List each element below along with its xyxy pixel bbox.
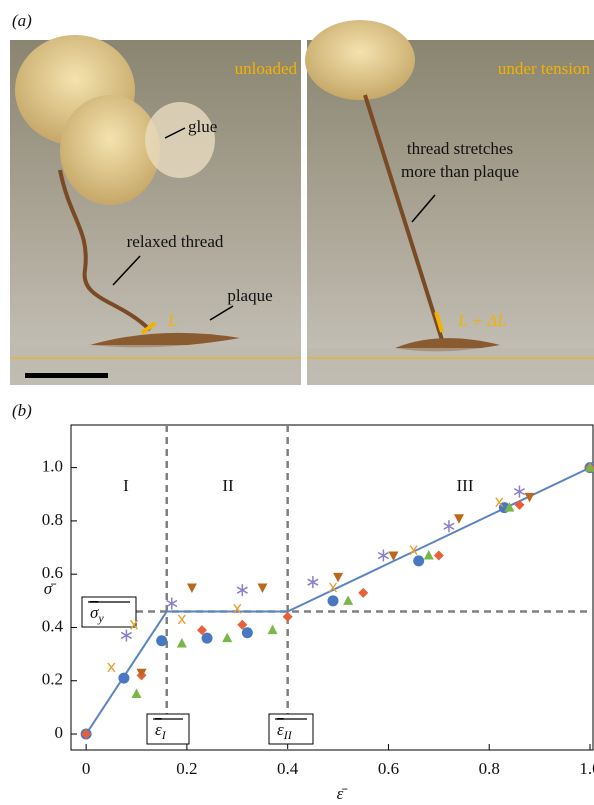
symbol-box: εI: [147, 714, 189, 744]
data-point: [424, 550, 434, 560]
symbol-box: εII: [269, 714, 313, 744]
data-point: [358, 588, 368, 598]
data-point: [378, 550, 388, 562]
data-point: [202, 633, 213, 644]
subscript: II: [283, 728, 293, 742]
annotation: thread stretches: [407, 139, 513, 158]
region-label: III: [457, 476, 474, 495]
figure: (a) unloaded glue relaxed thread plaque …: [0, 0, 594, 805]
data-point: [187, 584, 197, 594]
data-point: [454, 514, 464, 524]
data-point: [222, 633, 232, 643]
data-point: [121, 629, 131, 641]
annotation: relaxed thread: [127, 232, 224, 251]
x-tick-label: 1.0: [579, 759, 594, 778]
data-point: [118, 673, 129, 684]
data-point: [242, 627, 253, 638]
y-tick-label: 0.2: [42, 670, 63, 689]
x-axis-label: ε̄: [337, 784, 349, 803]
region-label: I: [123, 476, 129, 495]
data-point: [514, 500, 524, 510]
data-point: [333, 573, 343, 583]
data-point: [514, 486, 524, 498]
data-point: [413, 555, 424, 566]
photo-title: under tension: [498, 59, 591, 78]
y-tick-label: 0.6: [42, 563, 63, 582]
data-point: [434, 551, 444, 561]
data-point: [108, 663, 115, 672]
data-point: [308, 576, 318, 588]
panel-label: (a): [12, 11, 32, 30]
data-point: [283, 612, 293, 622]
x-tick-label: 0.2: [176, 759, 197, 778]
data-point: [444, 520, 454, 532]
photo-unloaded: [10, 35, 301, 385]
data-point: [257, 584, 267, 594]
x-tick-label: 0.8: [479, 759, 500, 778]
data-point: [177, 638, 187, 648]
annotation: more than plaque: [401, 162, 519, 181]
data-point: [178, 615, 185, 624]
annotation: glue: [188, 117, 217, 136]
annotation: L + ΔL: [457, 311, 507, 330]
y-tick-label: 1.0: [42, 457, 63, 476]
x-tick-label: 0: [82, 759, 91, 778]
annotation: L: [167, 311, 177, 330]
subscript: y: [97, 611, 104, 625]
data-point: [328, 595, 339, 606]
annotation: plaque: [227, 286, 272, 305]
data-point: [156, 635, 167, 646]
panel-label: (b): [12, 401, 32, 420]
y-tick-label: 0.4: [42, 616, 64, 635]
region-label: II: [222, 476, 234, 495]
data-point: [268, 625, 278, 635]
data-point: [343, 595, 353, 605]
plot-frame: [71, 425, 593, 750]
x-tick-label: 0.6: [378, 759, 399, 778]
photo-title: unloaded: [235, 59, 298, 78]
y-tick-label: 0.8: [42, 510, 63, 529]
data-point: [167, 597, 177, 609]
y-tick-label: 0: [55, 723, 64, 742]
x-tick-label: 0.4: [277, 759, 299, 778]
data-point: [132, 689, 142, 699]
data-point: [237, 584, 247, 596]
symbol-box: σy: [82, 597, 136, 627]
